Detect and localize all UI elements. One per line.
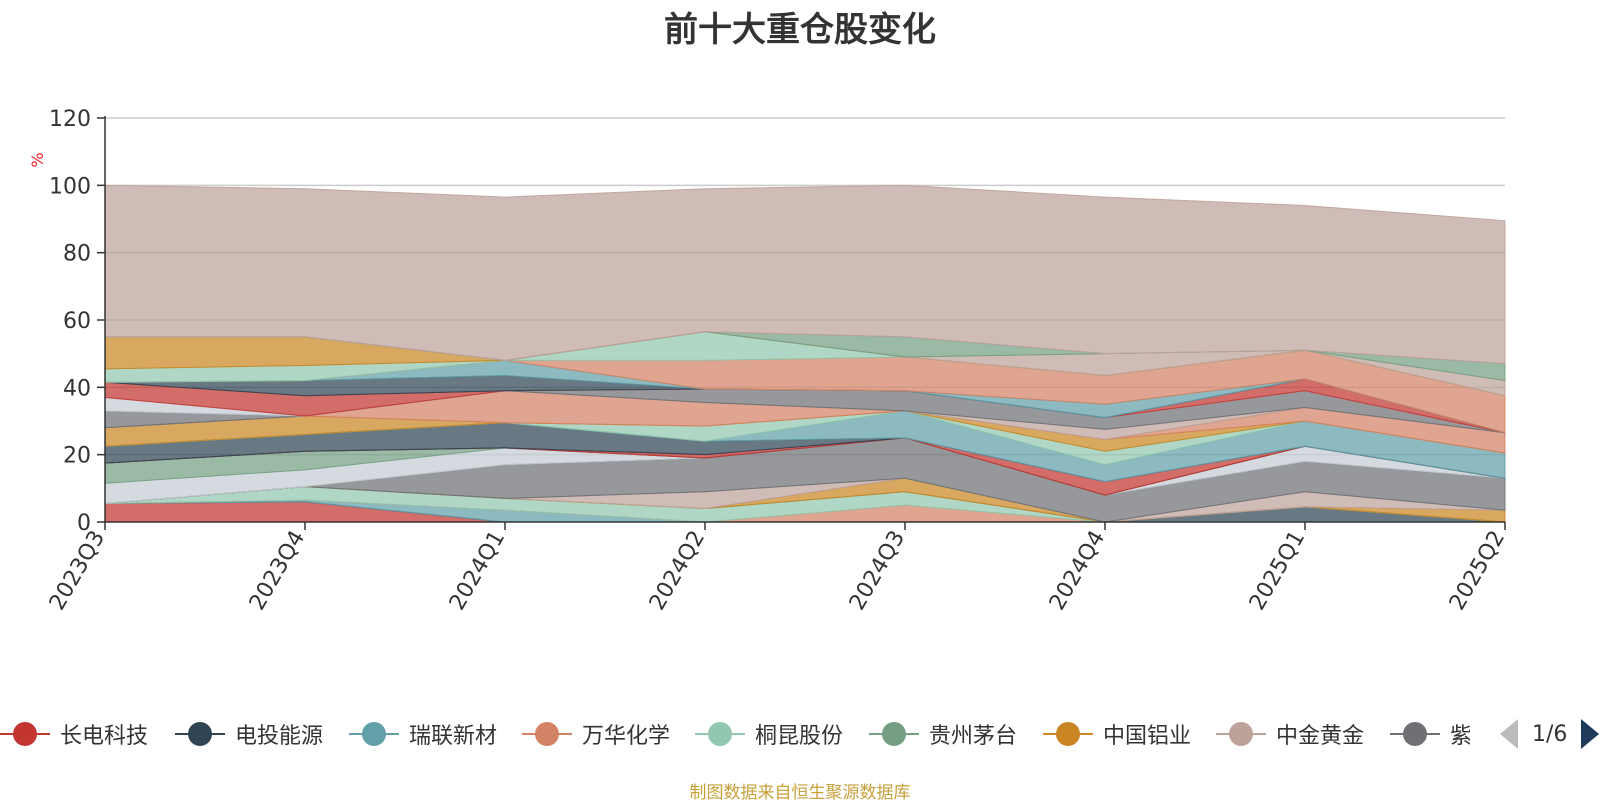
triangle-right-icon[interactable]	[1581, 719, 1600, 749]
x-tick-label: 2024Q2	[645, 527, 710, 615]
legend-label: 长电科技	[60, 724, 149, 749]
legend-label: 中金黄金	[1276, 724, 1365, 749]
legend-item[interactable]: 瑞联新材	[349, 714, 497, 754]
area-series-30[interactable]	[104, 184, 1506, 365]
legend-marker-icon	[695, 722, 745, 746]
legend-page-indicator: 1/6	[1532, 721, 1568, 747]
legend: 长电科技 电投能源 瑞联新材 万华化学 桐昆股份 贵州茅台 中国铝业 中金黄金 紫金矿业	[0, 714, 1600, 754]
legend-label: 紫金矿业	[1450, 724, 1470, 749]
triangle-left-icon[interactable]	[1500, 719, 1518, 749]
x-tick-label: 2023Q4	[245, 527, 310, 615]
y-tick-label: 20	[63, 444, 91, 469]
source-note: 制图数据来自恒生聚源数据库	[689, 783, 911, 803]
chart-title: 前十大重仓股变化	[664, 10, 936, 50]
legend-label: 万华化学	[582, 724, 671, 749]
x-tick-label: 2024Q3	[845, 527, 910, 615]
legend-marker-icon	[869, 722, 919, 746]
legend-pager: 1/6	[1500, 714, 1600, 754]
y-tick-label: 80	[63, 242, 91, 267]
legend-label: 桐昆股份	[755, 724, 844, 749]
x-tick-label: 2023Q3	[45, 527, 110, 615]
legend-item[interactable]: 中金黄金	[1216, 714, 1364, 754]
stacked-areas	[104, 184, 1506, 523]
legend-item[interactable]: 贵州茅台	[869, 714, 1017, 754]
x-tick-label: 2024Q1	[445, 527, 510, 615]
legend-marker-icon	[349, 722, 399, 746]
y-tick-label: 120	[49, 107, 91, 132]
y-tick-label: 40	[63, 376, 91, 401]
legend-items: 长电科技 电投能源 瑞联新材 万华化学 桐昆股份 贵州茅台 中国铝业 中金黄金 紫金矿业	[0, 714, 1470, 754]
y-tick-label: 100	[49, 174, 91, 199]
y-axis-label: %	[28, 152, 47, 167]
legend-item[interactable]: 万华化学	[522, 714, 670, 754]
legend-marker-icon	[522, 722, 572, 746]
legend-label: 中国铝业	[1103, 724, 1192, 749]
legend-marker-icon	[1216, 722, 1266, 746]
legend-item[interactable]: 电投能源	[175, 714, 323, 754]
legend-item[interactable]: 紫金矿业	[1390, 714, 1470, 754]
legend-marker-icon	[1390, 722, 1440, 746]
legend-item[interactable]: 长电科技	[0, 714, 148, 754]
y-tick-label: 0	[77, 511, 91, 536]
legend-marker-icon	[1043, 722, 1093, 746]
x-tick-label: 2025Q1	[1245, 527, 1310, 615]
legend-marker-icon	[175, 722, 225, 746]
y-tick-label: 60	[63, 309, 91, 334]
legend-item[interactable]: 中国铝业	[1043, 714, 1191, 754]
legend-label: 瑞联新材	[409, 724, 498, 749]
legend-label: 电投能源	[235, 724, 324, 749]
legend-label: 贵州茅台	[929, 724, 1018, 749]
x-tick-label: 2025Q2	[1445, 527, 1510, 615]
legend-marker-icon	[0, 722, 50, 746]
legend-item[interactable]: 桐昆股份	[695, 714, 843, 754]
x-tick-label: 2024Q4	[1045, 527, 1110, 615]
